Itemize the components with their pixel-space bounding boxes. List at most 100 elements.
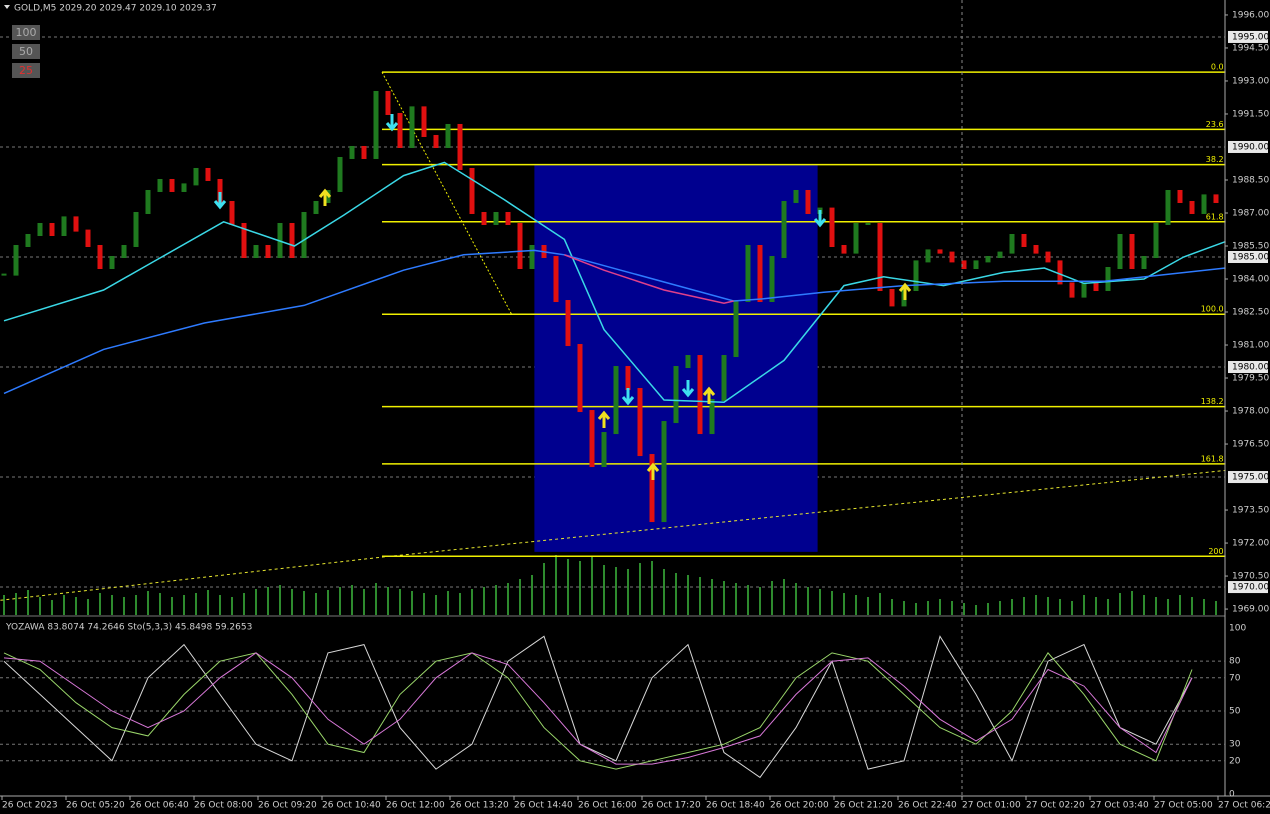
volume-bar — [975, 605, 977, 615]
sell-arrow — [681, 380, 695, 398]
y-tick-label: 1976.50 — [1232, 440, 1269, 450]
price-bar — [577, 344, 583, 413]
volume-bar — [1059, 599, 1061, 615]
price-bar — [757, 245, 763, 303]
price-bar — [937, 249, 943, 254]
volume-bar — [255, 589, 257, 615]
volume-bar — [1035, 595, 1037, 615]
x-tick-label: 26 Oct 18:40 — [706, 801, 765, 811]
size-button[interactable] — [12, 63, 40, 78]
volume-bar — [591, 557, 593, 615]
price-bar — [73, 216, 79, 232]
price-bar — [1213, 194, 1219, 203]
y-grid-label: 1980.00 — [1232, 363, 1269, 373]
price-bar — [973, 260, 979, 270]
volume-bar — [243, 593, 245, 615]
price-bar — [145, 189, 151, 214]
price-bar — [1105, 267, 1111, 292]
x-tick-label: 26 Oct 2023 — [2, 801, 58, 811]
y-tick-label: 1987.00 — [1232, 208, 1269, 218]
price-bar — [865, 222, 871, 225]
sell-arrow — [213, 192, 227, 210]
volume-bar — [747, 585, 749, 615]
price-bar — [685, 355, 691, 369]
price-bar — [769, 256, 775, 303]
volume-bar — [279, 585, 281, 615]
price-bar — [565, 300, 571, 347]
price-bar — [877, 222, 883, 292]
volume-bar — [15, 593, 17, 615]
volume-bar — [843, 593, 845, 615]
y-tick-label: 1982.50 — [1232, 308, 1269, 318]
y-grid-label: 1970.00 — [1232, 583, 1269, 593]
price-bar — [133, 211, 139, 247]
y-tick-label: 1996.00 — [1232, 10, 1269, 20]
y-tick-label: 1973.50 — [1232, 506, 1269, 516]
buy-arrow — [646, 462, 660, 480]
price-bar — [673, 366, 679, 424]
price-bar — [289, 222, 295, 259]
price-bar — [193, 167, 199, 186]
price-bar — [397, 112, 403, 148]
price-bar — [157, 178, 163, 192]
price-bar — [361, 145, 367, 159]
y-tick-label: 1984.00 — [1232, 275, 1269, 285]
volume-bar — [627, 569, 629, 615]
size-button-label: 50 — [19, 45, 33, 58]
volume-bar — [795, 583, 797, 615]
price-bar — [529, 245, 535, 270]
volume-bar — [939, 599, 941, 615]
volume-bar — [867, 597, 869, 615]
x-tick-label: 27 Oct 05:00 — [1154, 801, 1213, 811]
y-grid-label: 1985.00 — [1232, 253, 1269, 263]
volume-bar — [471, 589, 473, 615]
price-bar — [649, 454, 655, 523]
volume-bar — [63, 595, 65, 615]
volume-bar — [1131, 591, 1133, 615]
volume-bar — [531, 575, 533, 615]
osc-tick-label: 20 — [1229, 756, 1241, 766]
volume-bar — [927, 601, 929, 615]
price-bar — [169, 178, 175, 192]
volume-bar — [327, 590, 329, 615]
size-button-label: 100 — [16, 26, 37, 39]
price-bar — [913, 260, 919, 292]
volume-bar — [579, 561, 581, 615]
price-bar — [949, 251, 955, 263]
x-tick-label: 26 Oct 16:00 — [578, 801, 637, 811]
price-bar — [1093, 282, 1099, 292]
volume-bar — [51, 600, 53, 615]
fib-label: 161.8 — [1201, 454, 1224, 463]
x-tick-label: 27 Oct 06:20 — [1218, 801, 1270, 811]
x-tick-label: 26 Oct 14:40 — [514, 801, 573, 811]
price-bar — [1129, 233, 1135, 270]
y-tick-label: 1981.00 — [1232, 341, 1269, 351]
volume-bar — [1095, 597, 1097, 615]
volume-bar — [411, 591, 413, 615]
size-button[interactable] — [12, 44, 40, 59]
volume-bar — [687, 575, 689, 615]
volume-bar — [507, 583, 509, 615]
volume-bar — [87, 599, 89, 615]
volume-bar — [1119, 593, 1121, 615]
price-bar — [733, 300, 739, 358]
volume-bar — [459, 593, 461, 615]
chart-title: GOLD,M5 2029.20 2029.47 2029.10 2029.37 — [14, 4, 217, 14]
y-tick-label: 1970.50 — [1232, 572, 1269, 582]
price-bar — [1033, 245, 1039, 254]
volume-bar — [1191, 597, 1193, 615]
price-bar — [889, 289, 895, 307]
price-bar — [1069, 282, 1075, 298]
volume-bar — [951, 601, 953, 615]
price-bar — [301, 211, 307, 259]
price-bar — [985, 256, 991, 263]
volume-bar — [831, 591, 833, 615]
sell-arrow — [813, 210, 827, 228]
y-tick-label: 1985.50 — [1232, 242, 1269, 252]
sell-arrow — [621, 388, 635, 406]
price-bar — [373, 90, 379, 159]
price-bar — [697, 355, 703, 435]
size-button[interactable] — [12, 25, 40, 40]
price-bar — [961, 260, 967, 270]
price-bar — [493, 211, 499, 225]
